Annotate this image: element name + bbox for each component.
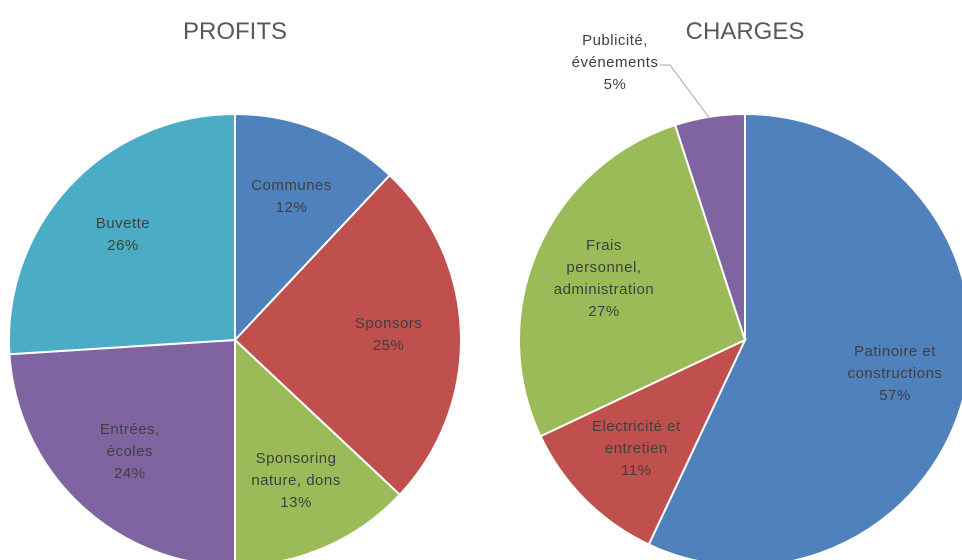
pie-slice: [8, 112, 236, 356]
data-label: Patinoire et constructions 57%: [840, 341, 950, 407]
category-label: Patinoire et constructions: [847, 342, 943, 382]
category-label: Communes: [251, 177, 332, 195]
category-label: Electricité et entretien: [591, 417, 681, 457]
data-label: Frais personnel, administration 27%: [549, 235, 659, 323]
pie-slice: [233, 173, 462, 497]
category-label: Entrées, écoles: [99, 421, 160, 461]
value-label: 13%: [280, 494, 312, 512]
value-label: 26%: [107, 236, 139, 254]
pie-slice: [234, 337, 402, 560]
category-label: Frais personnel, administration: [553, 236, 655, 298]
value-label: 5%: [603, 76, 627, 93]
value-label: 25%: [372, 337, 405, 355]
data-label: Sponsors 25%: [334, 313, 444, 357]
pie-slice: [647, 112, 962, 560]
pie-slice: [518, 123, 747, 438]
value-label: 27%: [588, 302, 620, 320]
leader-line: [660, 64, 711, 120]
value-label: 57%: [879, 386, 911, 404]
category-label: Buvette: [95, 214, 151, 232]
chart-title: CHARGES: [685, 18, 805, 45]
value-label: 12%: [275, 199, 308, 217]
data-label: Buvette 26%: [68, 213, 178, 257]
data-label: Publicité, événements 5%: [560, 30, 670, 96]
value-label: 24%: [114, 465, 146, 483]
data-label: Electricité et entretien 11%: [581, 416, 691, 482]
category-label: Publicité, événements: [571, 32, 659, 71]
pie-slice: [234, 112, 392, 343]
chart-title: PROFITS: [182, 18, 288, 45]
category-label: Sponsors: [354, 315, 423, 333]
value-label: 11%: [621, 461, 652, 479]
pie-slice: [539, 337, 748, 546]
data-label: Communes 12%: [237, 175, 347, 219]
data-label: Entrées, écoles 24%: [75, 419, 185, 485]
pie-slice: [8, 338, 236, 560]
category-label: Sponsoring nature, dons: [251, 450, 341, 490]
data-label: Sponsoring nature, dons 13%: [241, 448, 351, 514]
pie-slice: [673, 112, 746, 341]
